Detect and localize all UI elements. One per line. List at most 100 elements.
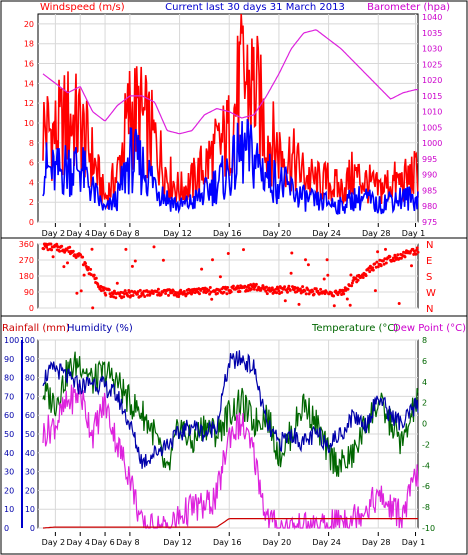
- panel2-point-318: [270, 286, 274, 290]
- panel2-point-251: [222, 290, 226, 294]
- panel1-right-tick-11: 1030: [422, 45, 442, 54]
- panel2-point-473: [382, 262, 386, 266]
- panel3-hum-tick-4: 40: [25, 449, 35, 458]
- panel2-point-344: [289, 271, 293, 275]
- panel1-left-tick-0: 0: [29, 218, 34, 227]
- panel2-point-520: [416, 250, 420, 254]
- panel2-point-164: [159, 293, 163, 296]
- panel2-point-19: [55, 242, 59, 246]
- panel3-dew-label: Dew Point (°C): [393, 323, 466, 334]
- panel2-point-101: [114, 296, 118, 300]
- panel2-point-255: [225, 292, 229, 296]
- panel1-xlabel-4: Day 12: [163, 229, 192, 238]
- panel2-point-26: [60, 244, 64, 248]
- panel1-left-label: Windspeed (m/s): [40, 2, 125, 13]
- panel3-series-humidity: [42, 350, 419, 469]
- panel1-left-tick-4: 8: [29, 139, 34, 148]
- panel1-left-tick-8: 16: [24, 60, 34, 69]
- panel2-point-517: [414, 252, 418, 256]
- panel2-point-497: [399, 256, 403, 260]
- panel3-xlabel-7: Day 24: [312, 538, 341, 547]
- panel2-point-74: [94, 276, 98, 280]
- panel2-point-395: [326, 273, 330, 277]
- panel2-point-12: [50, 248, 54, 252]
- panel2-point-437: [356, 278, 360, 282]
- panel2-point-309: [264, 289, 268, 293]
- panel2-point-68: [90, 247, 94, 251]
- panel3-rain-tick-0: 0: [4, 524, 9, 533]
- panel2-point-235: [211, 258, 214, 262]
- panel1-xlabel-3: Day 8: [116, 229, 139, 238]
- panel2-point-139: [141, 292, 145, 296]
- panel3-rain-tick-7: 70: [4, 392, 14, 401]
- panel2-point-191: [179, 288, 183, 292]
- panel3-temp-tick-4: -2: [422, 440, 430, 449]
- panel2-point-46: [74, 256, 78, 259]
- panel2-left-tick-3: 270: [19, 256, 34, 265]
- panel2-point-296: [254, 282, 258, 286]
- panel2-left-tick-4: 360: [19, 240, 34, 249]
- panel3-hum-tick-2: 20: [25, 486, 35, 495]
- panel2-point-379: [314, 287, 318, 291]
- panel2-point-461: [373, 289, 377, 293]
- panel2-left-tick-1: 90: [24, 288, 34, 297]
- panel3-humidity-label: Humidity (%): [67, 323, 133, 334]
- panel2-point-289: [249, 287, 253, 291]
- panel2-point-293: [252, 287, 256, 291]
- panel3-hum-tick-10: 100: [20, 336, 35, 345]
- panel3-temp-tick-9: 8: [422, 336, 427, 345]
- panel2-point-42: [71, 249, 75, 253]
- panel2-point-261: [229, 290, 233, 294]
- panel2-point-427: [349, 273, 353, 277]
- panel2-point-343: [288, 288, 292, 292]
- panel3-rain-tick-4: 40: [4, 449, 14, 458]
- panel1-right-tick-8: 1015: [422, 92, 442, 101]
- panel3-rain-label: Rainfall (mm): [2, 323, 70, 334]
- panel2-point-159: [156, 293, 160, 297]
- panel3-hum-tick-9: 90: [25, 355, 35, 364]
- panel2-point-71: [92, 273, 96, 277]
- panel2-point-135: [138, 288, 142, 292]
- panel2-point-34: [66, 261, 69, 265]
- panel3-xlabel-1: Day 4: [67, 538, 90, 547]
- panel2-point-310: [265, 285, 268, 289]
- panel2-point-291: [251, 285, 255, 289]
- panel2-point-87: [104, 293, 108, 297]
- panel1-xlabel-2: Day 6: [91, 229, 114, 238]
- panel1-xlabel-0: Day 2: [42, 229, 65, 238]
- panel2-point-385: [319, 287, 323, 291]
- panel2-point-403: [332, 294, 336, 298]
- panel2-point-369: [307, 292, 311, 296]
- panel2-right-tick-4: N: [426, 240, 433, 251]
- panel2-point-14: [51, 255, 55, 259]
- panel3-rain-tick-10: 100: [4, 336, 19, 345]
- panel2-point-367: [306, 288, 310, 291]
- panel1-right-tick-9: 1020: [422, 76, 442, 85]
- panel1-right-tick-6: 1005: [422, 123, 442, 132]
- panel2-point-458: [371, 268, 375, 272]
- panel2-point-84: [102, 288, 105, 292]
- panel2-point-339: [286, 290, 289, 294]
- panel2-point-167: [161, 258, 165, 262]
- panel2-point-131: [135, 292, 139, 296]
- panel2-point-376: [312, 292, 316, 296]
- panel3-xlabel-5: Day 16: [213, 538, 242, 547]
- panel1-right-tick-13: 1040: [422, 13, 442, 22]
- panel2-point-92: [107, 288, 111, 292]
- panel2-point-57: [82, 273, 86, 277]
- panel2-point-145: [146, 293, 149, 297]
- panel2-point-125: [131, 294, 135, 297]
- panel2-point-136: [139, 294, 143, 298]
- panel3-rain-tick-3: 30: [4, 468, 14, 477]
- panel2-point-59: [84, 262, 87, 265]
- panel1-right-tick-5: 1000: [422, 139, 442, 148]
- panel3-series-rainfall: [42, 517, 418, 529]
- panel2-point-463: [375, 260, 379, 264]
- panel1-series-gust: [42, 13, 419, 209]
- panel3-temp-tick-5: 0: [422, 420, 427, 429]
- panel1-right-tick-1: 980: [422, 202, 437, 211]
- panel2-point-417: [342, 292, 346, 296]
- panel3-xlabel-8: Day 28: [362, 538, 391, 547]
- panel3-temp-tick-0: -10: [422, 524, 435, 533]
